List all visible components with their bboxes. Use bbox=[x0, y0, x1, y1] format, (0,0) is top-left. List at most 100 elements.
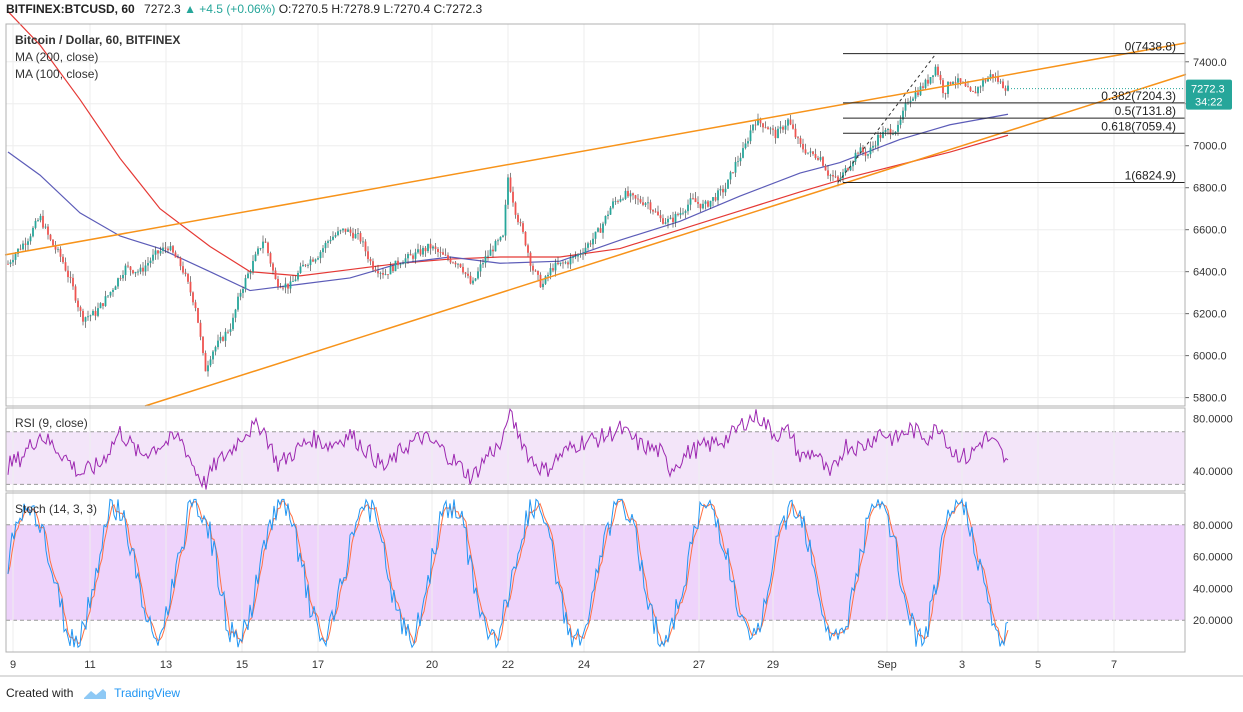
chart-title[interactable]: Bitcoin / Dollar, 60, BITFINEX bbox=[15, 33, 181, 47]
candle-body bbox=[979, 86, 982, 88]
tradingview-brand[interactable]: TradingView bbox=[114, 686, 181, 700]
candle-body bbox=[274, 270, 277, 279]
candle-body bbox=[419, 249, 422, 255]
open-label: O: bbox=[278, 2, 292, 16]
stoch-tick-label: 60.0000 bbox=[1193, 552, 1233, 564]
candle-body bbox=[517, 214, 519, 223]
candle-body bbox=[477, 271, 479, 279]
rsi-band bbox=[6, 431, 1185, 485]
candle-body bbox=[762, 123, 764, 128]
candle-body bbox=[974, 91, 977, 94]
candle-body bbox=[522, 223, 524, 232]
candle-body bbox=[712, 197, 714, 201]
candle-body bbox=[34, 220, 37, 228]
candle-body bbox=[327, 241, 329, 243]
candle-body bbox=[332, 236, 334, 240]
stoch-tick-label: 80.0000 bbox=[1193, 520, 1233, 532]
candle-body bbox=[99, 303, 102, 309]
candle-body bbox=[164, 247, 167, 249]
candle-body bbox=[992, 74, 994, 78]
candle-body bbox=[259, 248, 262, 249]
trading-chart[interactable]: 0(7438.8) 0.382(7204.3)0.5(7131.8)0.618(7… bbox=[0, 0, 1243, 680]
stoch-k-line bbox=[7, 497, 1009, 649]
candle-body bbox=[694, 198, 697, 203]
candle-body bbox=[539, 274, 542, 288]
candle-body bbox=[329, 239, 332, 242]
countdown-text: 34:22 bbox=[1195, 97, 1223, 109]
candle-body bbox=[269, 253, 272, 264]
candle-body bbox=[444, 254, 447, 256]
candle-body bbox=[247, 273, 249, 279]
x-tick-label: 13 bbox=[160, 659, 172, 671]
candle-body bbox=[87, 316, 89, 318]
candle-body bbox=[12, 259, 14, 263]
x-tick-label: 11 bbox=[84, 659, 95, 671]
footer: Created with TradingView bbox=[6, 686, 180, 700]
candle-body bbox=[107, 295, 109, 297]
y-tick-label: 5800.0 bbox=[1193, 393, 1227, 405]
ma100-legend[interactable]: MA (100, close) bbox=[15, 67, 99, 81]
candle-body bbox=[97, 308, 99, 316]
candle-body bbox=[622, 198, 624, 200]
candle-body bbox=[484, 256, 487, 264]
candle-body bbox=[739, 157, 742, 162]
low-label: L: bbox=[383, 2, 394, 16]
candle-body bbox=[359, 233, 362, 242]
candle-body bbox=[117, 278, 119, 287]
candle-body bbox=[859, 147, 862, 154]
candle-body bbox=[429, 243, 432, 249]
x-tick-label: 9 bbox=[10, 659, 16, 671]
ma200-legend[interactable]: MA (200, close) bbox=[15, 50, 99, 64]
candle-body bbox=[627, 190, 629, 197]
candle-body bbox=[957, 78, 959, 83]
candle-body bbox=[122, 274, 124, 279]
close-value: 7272.3 bbox=[445, 2, 483, 16]
y-tick-label: 6000.0 bbox=[1193, 351, 1227, 363]
candle-body bbox=[592, 238, 594, 245]
candle-body bbox=[674, 213, 677, 223]
x-tick-label: 15 bbox=[236, 659, 248, 671]
candle-body bbox=[372, 261, 374, 270]
candle-body bbox=[354, 233, 357, 239]
candle-body bbox=[369, 259, 372, 262]
candle-body bbox=[392, 266, 394, 272]
candle-body bbox=[294, 279, 297, 282]
candle-body bbox=[232, 317, 234, 330]
candle-body bbox=[104, 296, 107, 306]
candle-body bbox=[434, 246, 437, 249]
candle-body bbox=[324, 242, 327, 249]
candle-body bbox=[612, 201, 614, 208]
candle-body bbox=[562, 262, 564, 264]
candle-body bbox=[147, 263, 149, 266]
candle-body bbox=[909, 100, 912, 103]
candle-body bbox=[402, 263, 404, 265]
candle-body bbox=[9, 262, 12, 264]
candle-body bbox=[417, 249, 419, 253]
candle-body bbox=[547, 274, 549, 277]
candle-body bbox=[229, 329, 232, 332]
y-tick-label: 7400.0 bbox=[1193, 57, 1227, 69]
candle-body bbox=[174, 252, 177, 258]
x-tick-label: 29 bbox=[767, 659, 779, 671]
candle-body bbox=[989, 74, 992, 78]
candle-body bbox=[22, 243, 24, 250]
candle-body bbox=[137, 271, 139, 273]
candle-body bbox=[782, 126, 784, 130]
candle-body bbox=[69, 277, 72, 278]
candle-body bbox=[614, 201, 617, 202]
stoch-legend[interactable]: Stoch (14, 3, 3) bbox=[15, 502, 98, 516]
candle-body bbox=[182, 266, 184, 273]
candle-body bbox=[629, 193, 632, 197]
candle-body bbox=[619, 199, 622, 202]
candle-body bbox=[752, 124, 754, 131]
candle-body bbox=[532, 265, 534, 271]
candle-body bbox=[72, 277, 74, 287]
rsi-legend[interactable]: RSI (9, close) bbox=[15, 416, 88, 430]
candle-body bbox=[587, 243, 589, 248]
candle-body bbox=[1002, 81, 1004, 89]
y-tick-label: 6600.0 bbox=[1193, 225, 1227, 237]
candle-body bbox=[899, 119, 902, 125]
symbol-name[interactable]: BITFINEX:BTCUSD, 60 bbox=[6, 2, 135, 16]
candle-body bbox=[564, 262, 567, 264]
candle-body bbox=[827, 170, 829, 176]
